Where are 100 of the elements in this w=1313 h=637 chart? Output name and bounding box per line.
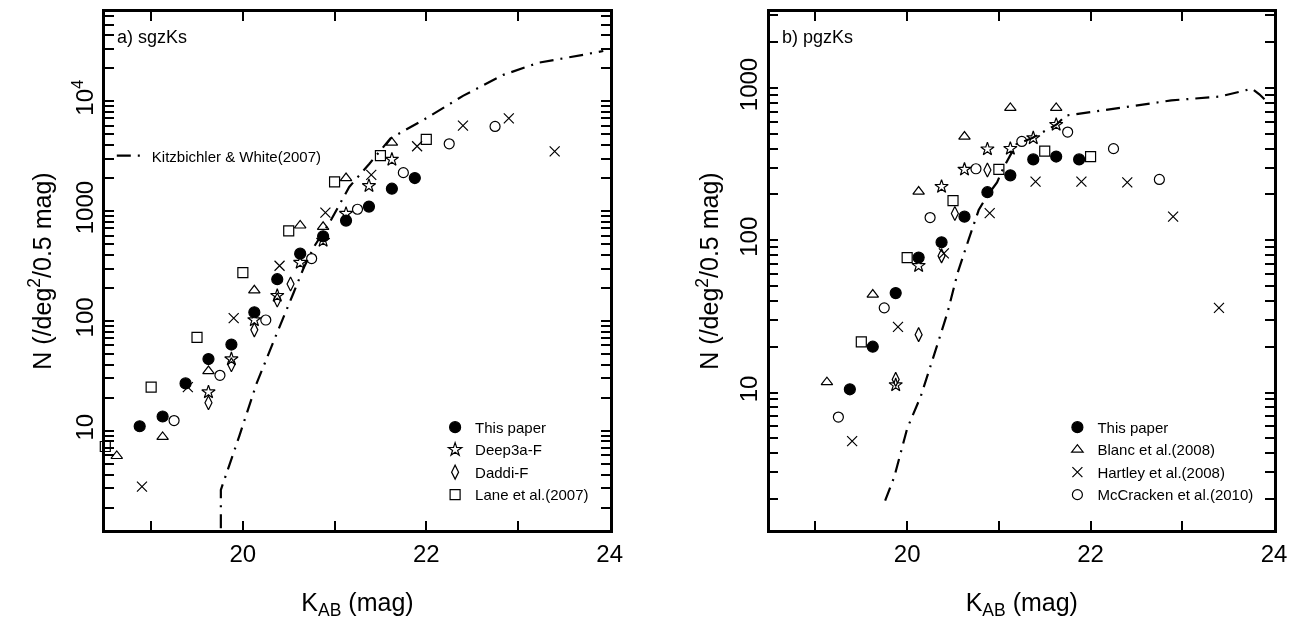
point xyxy=(182,381,194,393)
point xyxy=(145,381,157,393)
y-tick-label: 10 xyxy=(70,413,98,441)
point xyxy=(1050,150,1063,163)
point xyxy=(892,321,904,333)
point xyxy=(843,383,856,396)
point xyxy=(420,133,432,145)
x-tick-label: 22 xyxy=(412,539,440,567)
point xyxy=(970,163,982,175)
point xyxy=(1026,130,1041,145)
point xyxy=(1029,175,1042,188)
point xyxy=(993,163,1005,176)
point xyxy=(1084,150,1097,163)
y-tick-label: 10 xyxy=(735,375,763,403)
point xyxy=(168,414,180,427)
legend-label: This paper xyxy=(1097,418,1169,436)
point xyxy=(1004,169,1017,182)
point xyxy=(385,182,398,195)
point xyxy=(901,251,913,264)
legend-label: McCracken et al.(2010) xyxy=(1097,486,1254,504)
legend-label: Hartley et al.(2008) xyxy=(1097,463,1225,481)
point xyxy=(1062,126,1074,138)
point xyxy=(855,336,867,348)
x-tick-label: 20 xyxy=(893,539,921,567)
point xyxy=(283,225,295,237)
point xyxy=(374,150,387,162)
point xyxy=(136,481,148,493)
y-tick-label: 100 xyxy=(735,216,763,257)
point xyxy=(889,286,902,300)
point xyxy=(1107,143,1120,155)
x-axis-title: K$_{AB}$ (mag) xyxy=(301,587,414,620)
point xyxy=(306,252,318,265)
x-axis-title: K$_{AB}$ (mag) xyxy=(965,587,1078,620)
point xyxy=(1213,302,1225,314)
point xyxy=(384,151,400,166)
point xyxy=(202,365,215,375)
point xyxy=(1073,153,1086,166)
text: b) pgzKs xyxy=(782,27,854,47)
point xyxy=(947,195,959,207)
point xyxy=(214,369,226,381)
point xyxy=(156,410,169,423)
point xyxy=(271,273,284,286)
point xyxy=(980,141,995,156)
legend-label: This paper xyxy=(475,418,546,436)
point xyxy=(1016,135,1028,148)
point xyxy=(362,200,376,213)
point xyxy=(957,161,972,176)
point xyxy=(912,185,925,195)
point xyxy=(958,130,971,140)
point xyxy=(1153,173,1165,186)
point xyxy=(224,351,239,366)
point xyxy=(866,288,880,298)
point xyxy=(457,120,469,132)
point xyxy=(339,172,353,182)
point xyxy=(866,340,879,353)
point xyxy=(228,312,240,324)
point xyxy=(549,145,561,157)
point xyxy=(1003,141,1018,155)
point xyxy=(958,210,971,223)
point xyxy=(820,376,834,386)
point xyxy=(924,211,936,224)
legend-label: Lane et al.(2007) xyxy=(475,486,589,504)
point xyxy=(1121,176,1133,189)
legend-label: Blanc et al.(2008) xyxy=(1097,441,1215,459)
x-tick-label: 20 xyxy=(229,539,257,567)
point xyxy=(260,314,272,326)
point xyxy=(1003,102,1017,112)
point xyxy=(832,411,844,423)
point xyxy=(1049,102,1063,112)
point xyxy=(397,167,409,179)
point xyxy=(489,120,501,133)
point xyxy=(319,206,331,219)
point xyxy=(935,236,948,249)
point xyxy=(1048,117,1064,131)
point xyxy=(247,284,261,294)
point xyxy=(411,140,423,152)
y-tick-label: 1000 xyxy=(735,57,763,112)
point xyxy=(351,203,364,215)
point xyxy=(1075,175,1088,188)
point xyxy=(443,138,455,150)
point xyxy=(888,377,903,392)
point xyxy=(202,352,215,366)
point xyxy=(328,176,341,188)
x-tick-label: 24 xyxy=(596,539,624,567)
point xyxy=(365,169,377,181)
x-tick-label: 24 xyxy=(1260,539,1288,567)
point xyxy=(293,219,307,229)
point xyxy=(361,178,377,193)
point xyxy=(984,207,996,219)
point xyxy=(273,260,286,272)
y-tick-label: 100 xyxy=(70,297,98,338)
point xyxy=(1167,211,1179,223)
point xyxy=(503,112,515,124)
point xyxy=(237,267,249,279)
point xyxy=(201,384,216,399)
point xyxy=(934,179,949,193)
point xyxy=(408,171,421,185)
text: a) sgzKs xyxy=(117,27,188,47)
point xyxy=(981,186,994,199)
point xyxy=(191,331,203,343)
